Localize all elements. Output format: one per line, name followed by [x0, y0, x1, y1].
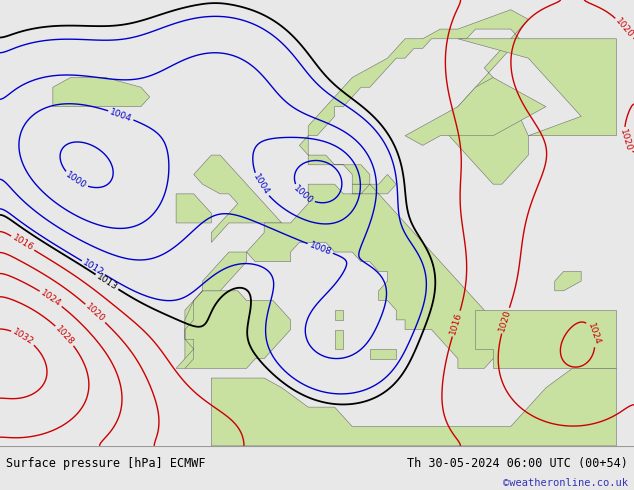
Text: 1020: 1020 — [498, 308, 513, 333]
Text: 1020: 1020 — [84, 302, 107, 324]
Text: 1000: 1000 — [64, 171, 88, 191]
Text: 1012: 1012 — [81, 258, 105, 277]
Text: 1028: 1028 — [54, 324, 76, 347]
Text: 1008: 1008 — [308, 240, 332, 257]
Text: 1016: 1016 — [11, 233, 35, 253]
Text: Surface pressure [hPa] ECMWF: Surface pressure [hPa] ECMWF — [6, 457, 206, 470]
Text: 1020: 1020 — [618, 128, 633, 152]
Text: 1000: 1000 — [292, 184, 314, 206]
Text: ©weatheronline.co.uk: ©weatheronline.co.uk — [503, 478, 628, 488]
Text: Th 30-05-2024 06:00 UTC (00+54): Th 30-05-2024 06:00 UTC (00+54) — [407, 457, 628, 470]
Text: 1020: 1020 — [614, 17, 634, 40]
Text: 1016: 1016 — [449, 311, 464, 336]
Text: 1004: 1004 — [251, 173, 271, 197]
Text: 1024: 1024 — [39, 288, 63, 309]
Text: 1032: 1032 — [11, 327, 36, 347]
Text: 1004: 1004 — [108, 107, 133, 123]
Text: 1013: 1013 — [95, 272, 119, 292]
Text: 1024: 1024 — [586, 322, 601, 346]
